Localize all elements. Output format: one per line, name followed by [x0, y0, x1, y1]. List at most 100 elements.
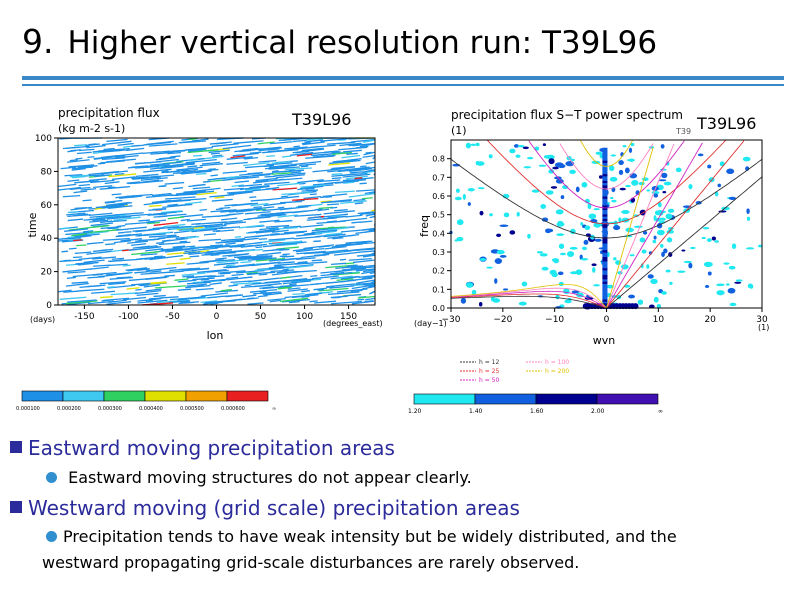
precip-streak	[290, 171, 302, 174]
precip-streak	[269, 141, 293, 145]
zero-wavenumber-band	[602, 295, 608, 300]
precip-streak	[258, 238, 268, 240]
precip-streak	[72, 273, 104, 278]
precip-streak	[82, 230, 94, 233]
precip-streak	[350, 138, 376, 143]
spectral-blob	[723, 262, 730, 265]
precip-streak	[148, 208, 167, 211]
precip-streak	[272, 170, 279, 173]
legend-label: h = 200	[545, 368, 569, 375]
precip-streak	[350, 264, 376, 269]
spectral-blob	[522, 146, 529, 150]
precip-streak	[184, 249, 197, 253]
precip-streak	[58, 237, 81, 240]
precip-streak	[338, 146, 368, 151]
precip-streak	[147, 221, 160, 225]
precip-streak	[269, 164, 292, 168]
spectral-blob	[496, 249, 505, 255]
precip-streak	[97, 162, 106, 165]
precip-streak	[207, 275, 225, 278]
precip-streak	[318, 144, 336, 148]
precip-streak	[116, 224, 126, 228]
precip-streak	[309, 145, 319, 149]
spectral-blob	[707, 164, 712, 169]
precip-streak	[135, 173, 159, 178]
zero-wavenumber-band	[602, 172, 608, 177]
precip-streak	[301, 295, 310, 298]
spectral-blob	[681, 249, 686, 252]
precip-streak	[305, 187, 315, 190]
spectral-blob	[536, 251, 544, 254]
precip-streak	[333, 215, 341, 217]
precip-streak	[286, 264, 314, 269]
spectral-blob	[621, 209, 630, 215]
precip-streak	[197, 268, 227, 274]
spectral-blob	[494, 258, 503, 264]
precip-streak	[219, 207, 231, 210]
bullet-2-sub: Precipitation tends to have weak intensi…	[46, 527, 677, 546]
zero-wavenumber-band	[602, 293, 608, 298]
spectral-blob	[703, 261, 713, 268]
precip-streak	[212, 154, 223, 157]
precip-streak	[356, 279, 376, 284]
precip-streak	[71, 167, 86, 171]
precip-streak	[259, 219, 280, 223]
spectral-blob	[583, 239, 589, 245]
spectral-blob	[726, 283, 730, 286]
spectral-blob	[716, 290, 725, 296]
precip-streak	[331, 300, 362, 305]
precip-streak	[89, 178, 107, 182]
zero-wavenumber-band	[602, 244, 608, 249]
precip-streak	[195, 221, 227, 225]
precip-streak	[301, 189, 319, 192]
precip-streak	[244, 284, 252, 287]
precip-streak	[210, 209, 237, 213]
spectral-blob	[658, 179, 667, 182]
spectral-blob	[746, 216, 751, 221]
precip-streak	[172, 245, 196, 249]
precip-streak	[89, 214, 120, 219]
zero-wavenumber-band	[602, 282, 608, 287]
precip-streak	[268, 266, 287, 270]
spectral-blob	[581, 181, 588, 188]
colorbar-label: 0.000600	[221, 406, 245, 412]
precip-streak	[284, 167, 312, 171]
precip-streak	[161, 170, 169, 173]
precip-streak	[177, 225, 192, 228]
precip-streak	[108, 219, 127, 223]
precip-streak	[303, 251, 334, 255]
circle-bullet-icon	[46, 531, 57, 542]
precip-streak	[331, 177, 342, 180]
precip-streak	[202, 244, 231, 249]
precip-streak	[247, 297, 255, 300]
precip-streak	[73, 214, 91, 217]
precip-streak	[99, 214, 127, 219]
precip-streak	[79, 180, 95, 183]
right-x-unit: (1)	[758, 323, 769, 332]
spectral-blob	[656, 303, 662, 309]
precip-streak	[87, 156, 95, 158]
precip-streak	[272, 187, 298, 191]
precip-streak	[132, 177, 149, 180]
slide-number: 9.	[22, 22, 54, 61]
spectral-blob	[675, 167, 682, 173]
precip-streak	[247, 208, 263, 212]
precip-streak	[100, 154, 118, 159]
precip-streak	[287, 288, 308, 292]
precip-streak	[330, 295, 348, 299]
precip-streak	[204, 251, 225, 255]
precip-streak	[92, 149, 118, 153]
precip-streak	[323, 233, 346, 238]
precip-streak	[167, 151, 182, 155]
precip-streak	[361, 270, 376, 275]
y-tick-label: 0.3	[432, 248, 445, 257]
precip-streak	[210, 152, 221, 155]
circle-bullet-icon	[46, 472, 57, 483]
precip-streak	[92, 218, 106, 222]
spectral-blob	[521, 281, 528, 287]
precip-streak	[333, 251, 360, 256]
precip-streak	[368, 228, 376, 232]
precip-streak	[312, 168, 342, 173]
precip-streak	[201, 214, 229, 218]
zero-wavenumber-band	[602, 158, 608, 163]
